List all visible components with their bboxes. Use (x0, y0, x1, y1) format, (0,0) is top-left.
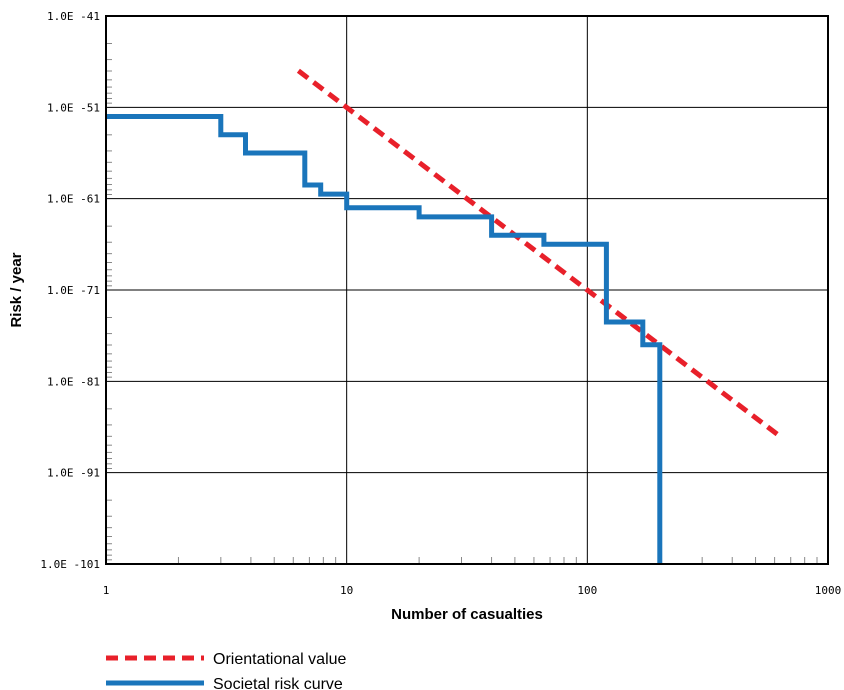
y-tick-label: 1.0E -41 (47, 10, 100, 23)
y-tick-label: 1.0E -61 (47, 193, 100, 206)
x-tick-labels: 1 10 100 1000 (103, 584, 842, 597)
x-tick-label: 1000 (815, 584, 842, 597)
x-tick-label: 100 (577, 584, 597, 597)
y-tick-label: 1.0E -91 (47, 467, 100, 480)
y-tick-label: 1.0E -101 (40, 558, 100, 571)
y-tick-label: 1.0E -71 (47, 284, 100, 297)
y-tick-label: 1.0E -51 (47, 101, 100, 114)
orientational-value-line (296, 68, 782, 439)
legend-label: Societal risk curve (213, 676, 343, 690)
grid-layer (106, 16, 828, 564)
y-tick-label: 1.0E -81 (47, 375, 100, 388)
plot-frame (105, 15, 829, 565)
x-tick-label: 10 (340, 584, 353, 597)
societal-risk-curve (106, 114, 663, 564)
x-axis-title: Number of casualties (391, 606, 543, 623)
series-layer (106, 68, 782, 564)
legend: Orientational value Societal risk curve (106, 651, 347, 690)
legend-label: Orientational value (213, 651, 347, 668)
y-axis-title: Risk / year (8, 252, 25, 327)
x-tick-label: 1 (103, 584, 110, 597)
y-tick-labels: 1.0E -41 1.0E -51 1.0E -61 1.0E -71 1.0E -81… (40, 10, 100, 571)
minor-ticks (106, 42, 818, 564)
